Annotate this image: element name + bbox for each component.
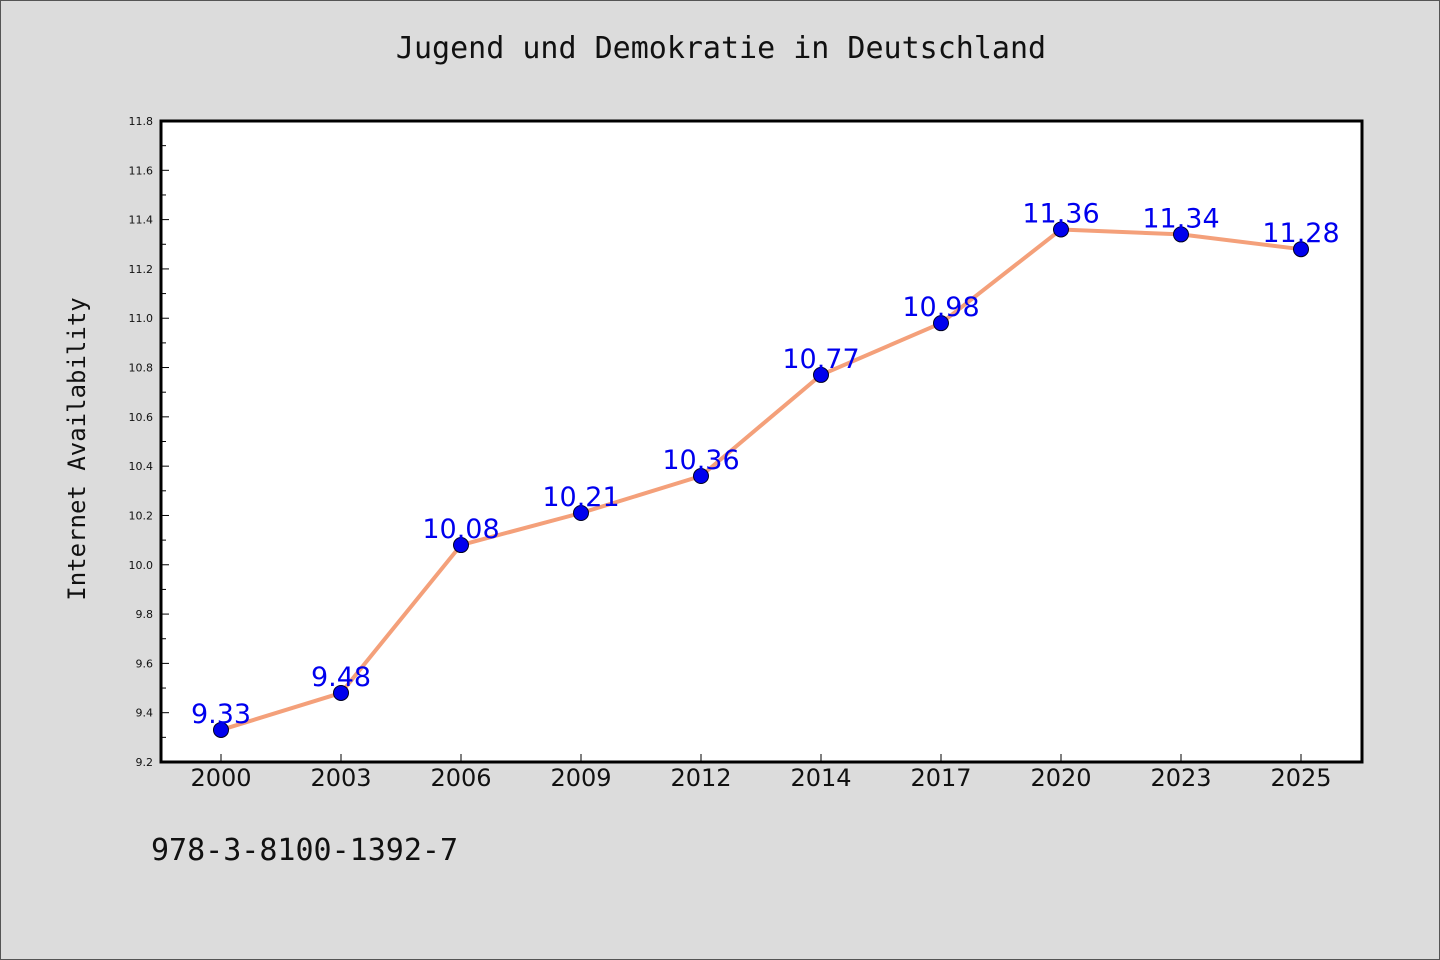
y-tick-label: 11.0 [129, 312, 154, 325]
series-line [220, 227, 1302, 732]
data-label: 10.08 [422, 514, 499, 545]
data-point [453, 537, 469, 554]
chart-title: Jugend und Demokratie in Deutschland [395, 31, 1047, 66]
data-label: 11.34 [1142, 203, 1219, 234]
data-label: 9.48 [311, 662, 371, 693]
x-axis: 2000 2003 2006 2009 2012 2014 2017 2020 2023 2025 [190, 754, 1332, 792]
data-label: 11.36 [1022, 198, 1099, 229]
isbn-text: 978-3-8100-1392-7 [151, 833, 459, 868]
data-label: 10.98 [902, 292, 979, 323]
y-tick-label: 11.8 [129, 115, 154, 128]
data-label: 10.21 [542, 482, 619, 513]
data-point [813, 366, 829, 383]
data-point [1173, 226, 1189, 243]
x-tick-label: 2020 [1030, 764, 1091, 792]
y-tick-label: 9.4 [136, 707, 154, 720]
y-tick-label: 10.6 [129, 411, 154, 424]
data-point [213, 721, 229, 738]
y-tick-label: 11.2 [129, 263, 154, 276]
y-tick-label: 11.6 [129, 164, 154, 177]
x-tick-label: 2023 [1150, 764, 1211, 792]
data-point [1293, 241, 1309, 258]
data-label: 10.77 [782, 344, 859, 375]
y-tick-label: 9.8 [136, 608, 154, 621]
plot-area [159, 119, 1364, 764]
x-tick-label: 2000 [190, 764, 251, 792]
y-tick-label: 10.0 [129, 559, 154, 572]
data-label: 10.36 [662, 445, 739, 476]
x-tick-label: 2006 [430, 764, 491, 792]
y-tick-label: 10.8 [129, 362, 154, 375]
y-tick-label: 10.2 [129, 509, 154, 522]
data-point [573, 504, 589, 521]
y-axis: 9.2 9.4 9.6 9.8 10.0 10.2 10.4 10.6 10.8 11.0 11.2… [129, 115, 169, 769]
data-point [693, 468, 709, 485]
data-point [333, 684, 349, 701]
series-group: 9.33 9.48 10.08 10.21 10.36 10.77 10.98 11.36 11… [191, 198, 1340, 738]
y-tick-label: 9.2 [136, 756, 154, 769]
x-tick-label: 2009 [550, 764, 611, 792]
y-tick-label: 10.4 [129, 460, 154, 473]
x-tick-label: 2012 [670, 764, 731, 792]
data-label: 11.28 [1262, 218, 1339, 249]
x-tick-label: 2014 [790, 764, 851, 792]
y-tick-label: 9.6 [136, 657, 154, 670]
y-axis-label: Internet Availability [63, 297, 91, 600]
data-point [1053, 221, 1069, 238]
x-tick-label: 2025 [1270, 764, 1331, 792]
y-tick-label: 11.4 [129, 214, 154, 227]
data-label: 9.33 [191, 699, 251, 730]
x-tick-label: 2017 [910, 764, 971, 792]
x-tick-label: 2003 [310, 764, 371, 792]
data-point [933, 315, 949, 332]
